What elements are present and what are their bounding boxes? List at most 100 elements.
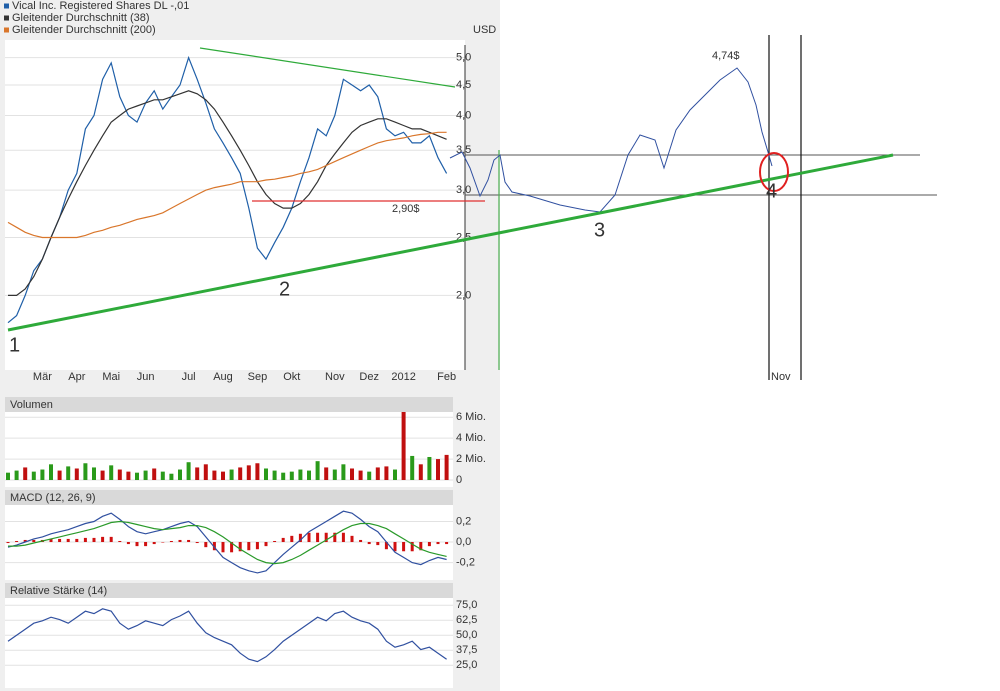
bar bbox=[238, 542, 242, 552]
x-tick-label: Okt bbox=[283, 371, 300, 383]
bar bbox=[315, 461, 320, 480]
bar bbox=[169, 540, 173, 543]
bar bbox=[445, 542, 449, 545]
resistance-line bbox=[199, 47, 456, 88]
bar bbox=[350, 535, 354, 543]
bar bbox=[118, 540, 122, 543]
annotation: 1 bbox=[9, 334, 20, 356]
y-axis-label: USD bbox=[473, 24, 496, 36]
bar bbox=[341, 464, 346, 480]
y-tick-label: 4,5 bbox=[456, 79, 471, 91]
y-tick-label: -0,2 bbox=[456, 556, 475, 568]
bar bbox=[255, 542, 259, 550]
annotation: 3 bbox=[594, 219, 605, 241]
x-tick-label: Aug bbox=[213, 371, 233, 383]
bar bbox=[298, 533, 302, 543]
bar bbox=[281, 472, 286, 480]
bar bbox=[40, 469, 45, 480]
bar bbox=[436, 459, 440, 480]
drawing-area bbox=[500, 0, 1000, 691]
bar bbox=[246, 465, 251, 480]
bar bbox=[289, 471, 294, 480]
annotation: 4 bbox=[766, 180, 777, 202]
bar bbox=[221, 471, 225, 480]
bar bbox=[324, 467, 329, 480]
annotation: Nov bbox=[771, 371, 791, 383]
bar bbox=[23, 467, 28, 480]
legend-swatch bbox=[4, 3, 9, 9]
bar bbox=[367, 542, 371, 545]
line bbox=[8, 520, 447, 565]
bar bbox=[143, 470, 148, 480]
bar bbox=[436, 542, 440, 545]
y-tick-label: 2,0 bbox=[456, 289, 471, 301]
bar bbox=[75, 538, 79, 543]
x-tick-label: Mär bbox=[33, 371, 52, 383]
bar bbox=[332, 469, 337, 480]
y-tick-label: 50,0 bbox=[456, 629, 477, 641]
bar bbox=[410, 542, 414, 552]
y-tick-label: 4 Mio. bbox=[456, 432, 486, 444]
bar bbox=[402, 542, 406, 552]
bar bbox=[160, 471, 165, 480]
bar bbox=[298, 469, 303, 480]
x-tick-label: Sep bbox=[248, 371, 268, 383]
bar bbox=[31, 471, 36, 480]
legend-swatch bbox=[4, 27, 9, 33]
panel-header bbox=[5, 397, 453, 412]
bar bbox=[264, 542, 268, 547]
y-tick-label: 6 Mio. bbox=[456, 411, 486, 423]
bar bbox=[375, 467, 380, 480]
bar bbox=[66, 466, 71, 480]
bar bbox=[204, 542, 208, 548]
x-tick-label: Nov bbox=[325, 371, 345, 383]
bar bbox=[341, 532, 345, 543]
bar bbox=[418, 464, 423, 480]
line bbox=[7, 608, 447, 663]
panel-title: MACD (12, 26, 9) bbox=[10, 492, 96, 504]
bar bbox=[307, 470, 311, 480]
x-tick-label: 2012 bbox=[391, 371, 415, 383]
bar bbox=[401, 412, 406, 480]
trend-line bbox=[7, 153, 894, 332]
bar bbox=[117, 469, 122, 480]
y-tick-label: 75,0 bbox=[456, 599, 477, 611]
y-tick-label: 0,0 bbox=[456, 536, 471, 548]
forecast-sketch bbox=[449, 67, 773, 213]
line bbox=[7, 55, 448, 324]
bar bbox=[393, 469, 397, 480]
bar bbox=[74, 468, 79, 480]
bar bbox=[316, 532, 320, 543]
line bbox=[7, 510, 447, 574]
y-tick-label: 37,5 bbox=[456, 644, 477, 656]
bar bbox=[247, 542, 251, 551]
y-tick-label: 62,5 bbox=[456, 614, 477, 626]
x-tick-label: Jun bbox=[137, 371, 155, 383]
bar bbox=[307, 532, 311, 543]
panel-title: Volumen bbox=[10, 399, 53, 411]
bar bbox=[92, 467, 96, 480]
bar bbox=[187, 539, 191, 543]
bar bbox=[393, 542, 397, 552]
bar bbox=[57, 470, 62, 480]
bar bbox=[264, 468, 268, 480]
bar bbox=[66, 538, 70, 543]
bar bbox=[126, 471, 131, 480]
bar bbox=[6, 472, 10, 480]
x-tick-label: Feb bbox=[437, 371, 456, 383]
bar bbox=[427, 456, 432, 480]
bar bbox=[152, 468, 157, 480]
bar bbox=[109, 465, 114, 480]
bar bbox=[384, 542, 388, 550]
bar bbox=[333, 532, 337, 543]
bar bbox=[83, 537, 87, 543]
highlight-circle bbox=[759, 152, 789, 192]
panel-header bbox=[5, 583, 453, 598]
bar bbox=[444, 454, 449, 480]
bar bbox=[195, 542, 199, 544]
bar bbox=[384, 466, 389, 480]
bar bbox=[238, 467, 243, 480]
bar bbox=[230, 542, 234, 553]
y-tick-label: 4,0 bbox=[456, 109, 471, 121]
